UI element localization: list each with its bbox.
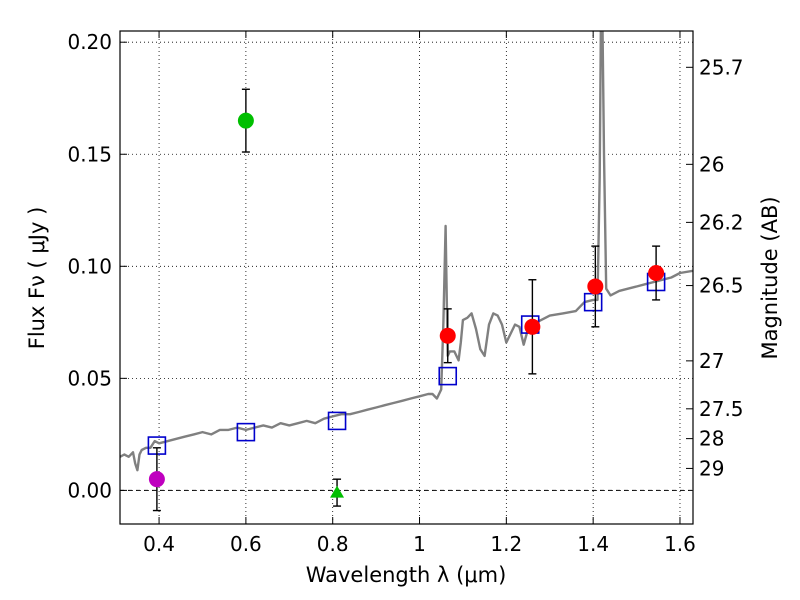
x-axis-label: Wavelength λ (μm) — [306, 563, 507, 587]
y2-tick-label: 29 — [699, 456, 724, 480]
y2-tick-label: 25.7 — [699, 55, 744, 79]
x-tick-label: 1.2 — [490, 532, 522, 556]
tick-layer: 0.4 0.6 0.8 1 1.2 1.4 1.6 0.00 0.05 0.10 0.15 0.20 2… — [67, 30, 743, 556]
y-tick-label: 0.00 — [67, 478, 112, 502]
y2-axis-label: Magnitude (AB) — [758, 196, 782, 359]
x-tick-label: 1.6 — [664, 532, 696, 556]
data-point — [648, 265, 665, 282]
y2-tick-label: 26.2 — [699, 210, 744, 234]
spectrum-layer — [120, 31, 693, 472]
y-axis-label: Flux Fν ( μJy ) — [25, 207, 49, 350]
y2-tick-label: 26 — [699, 152, 724, 176]
y2-tick-label: 28 — [699, 427, 724, 451]
data-point — [237, 112, 254, 129]
plot-area: 0.4 0.6 0.8 1 1.2 1.4 1.6 0.00 0.05 0.10 0.15 0.20 2… — [67, 30, 743, 556]
triangle-marker — [330, 485, 345, 498]
data-point — [587, 278, 604, 295]
x-tick-label: 0.4 — [143, 532, 175, 556]
marker-layer — [147, 88, 666, 512]
x-tick-label: 1.4 — [577, 532, 609, 556]
data-point — [439, 327, 456, 344]
x-tick-label: 0.8 — [317, 532, 349, 556]
model-square — [438, 366, 458, 386]
spectrum-line — [120, 31, 693, 472]
data-point — [524, 318, 541, 335]
y2-tick-label: 27.5 — [699, 397, 744, 421]
y2-tick-label: 27 — [699, 349, 724, 373]
y-tick-label: 0.15 — [67, 142, 112, 166]
model-square — [327, 411, 347, 431]
x-tick-label: 1 — [413, 532, 426, 556]
y-tick-label: 0.05 — [67, 366, 112, 390]
data-point — [148, 471, 165, 488]
plot-frame — [119, 30, 694, 525]
model-square — [236, 422, 256, 442]
y-tick-label: 0.20 — [67, 30, 112, 54]
y2-tick-label: 26.5 — [699, 274, 744, 298]
y-tick-label: 0.10 — [67, 254, 112, 278]
x-tick-label: 0.6 — [230, 532, 262, 556]
